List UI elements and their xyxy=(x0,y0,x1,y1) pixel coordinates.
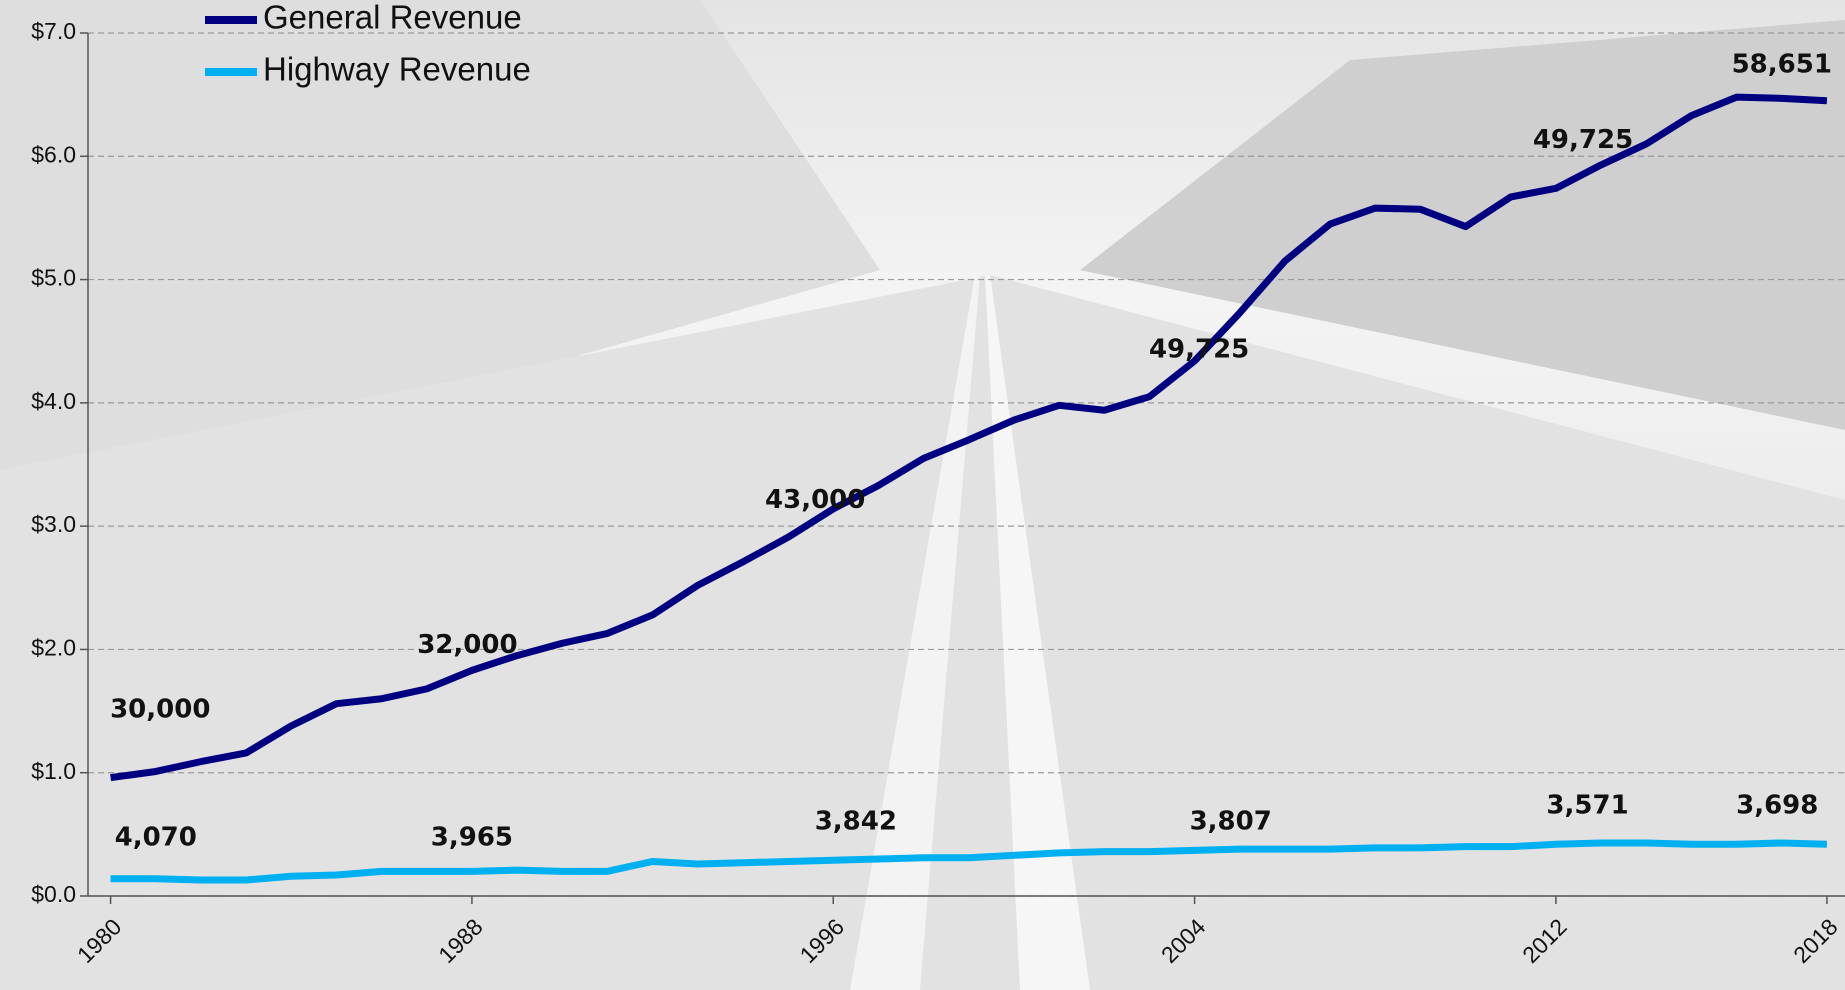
legend-label: Highway Revenue xyxy=(263,51,531,88)
page: {"chart_data": {"type": "line", "x": [19… xyxy=(0,0,1845,990)
y-tick-label: $2.0 xyxy=(31,635,76,661)
annotation: 3,965 xyxy=(431,823,513,853)
y-tick-label: $3.0 xyxy=(31,511,76,537)
y-tick-label: $0.0 xyxy=(31,881,76,907)
annotation: 49,725 xyxy=(1533,125,1633,155)
y-tick-label: $1.0 xyxy=(31,758,76,784)
annotation: 3,807 xyxy=(1190,807,1272,837)
y-tick-label: $6.0 xyxy=(31,141,76,167)
annotation: 3,842 xyxy=(815,807,897,837)
annotation: 58,651 xyxy=(1732,50,1832,80)
annotation: 49,725 xyxy=(1149,334,1249,364)
y-tick-label: $5.0 xyxy=(31,265,76,291)
annotation: 3,571 xyxy=(1546,791,1628,821)
y-tick-label: $7.0 xyxy=(31,18,76,44)
legend-label: General Revenue xyxy=(263,0,522,36)
annotation: 32,000 xyxy=(417,630,517,660)
y-tick-label: $4.0 xyxy=(31,388,76,414)
annotation: 43,000 xyxy=(765,485,865,515)
chart: $0.0$1.0$2.0$3.0$4.0$5.0$6.0$7.019801988… xyxy=(0,0,1845,990)
annotation: 4,070 xyxy=(115,823,197,853)
annotation: 3,698 xyxy=(1736,791,1818,821)
annotation: 30,000 xyxy=(110,694,210,724)
